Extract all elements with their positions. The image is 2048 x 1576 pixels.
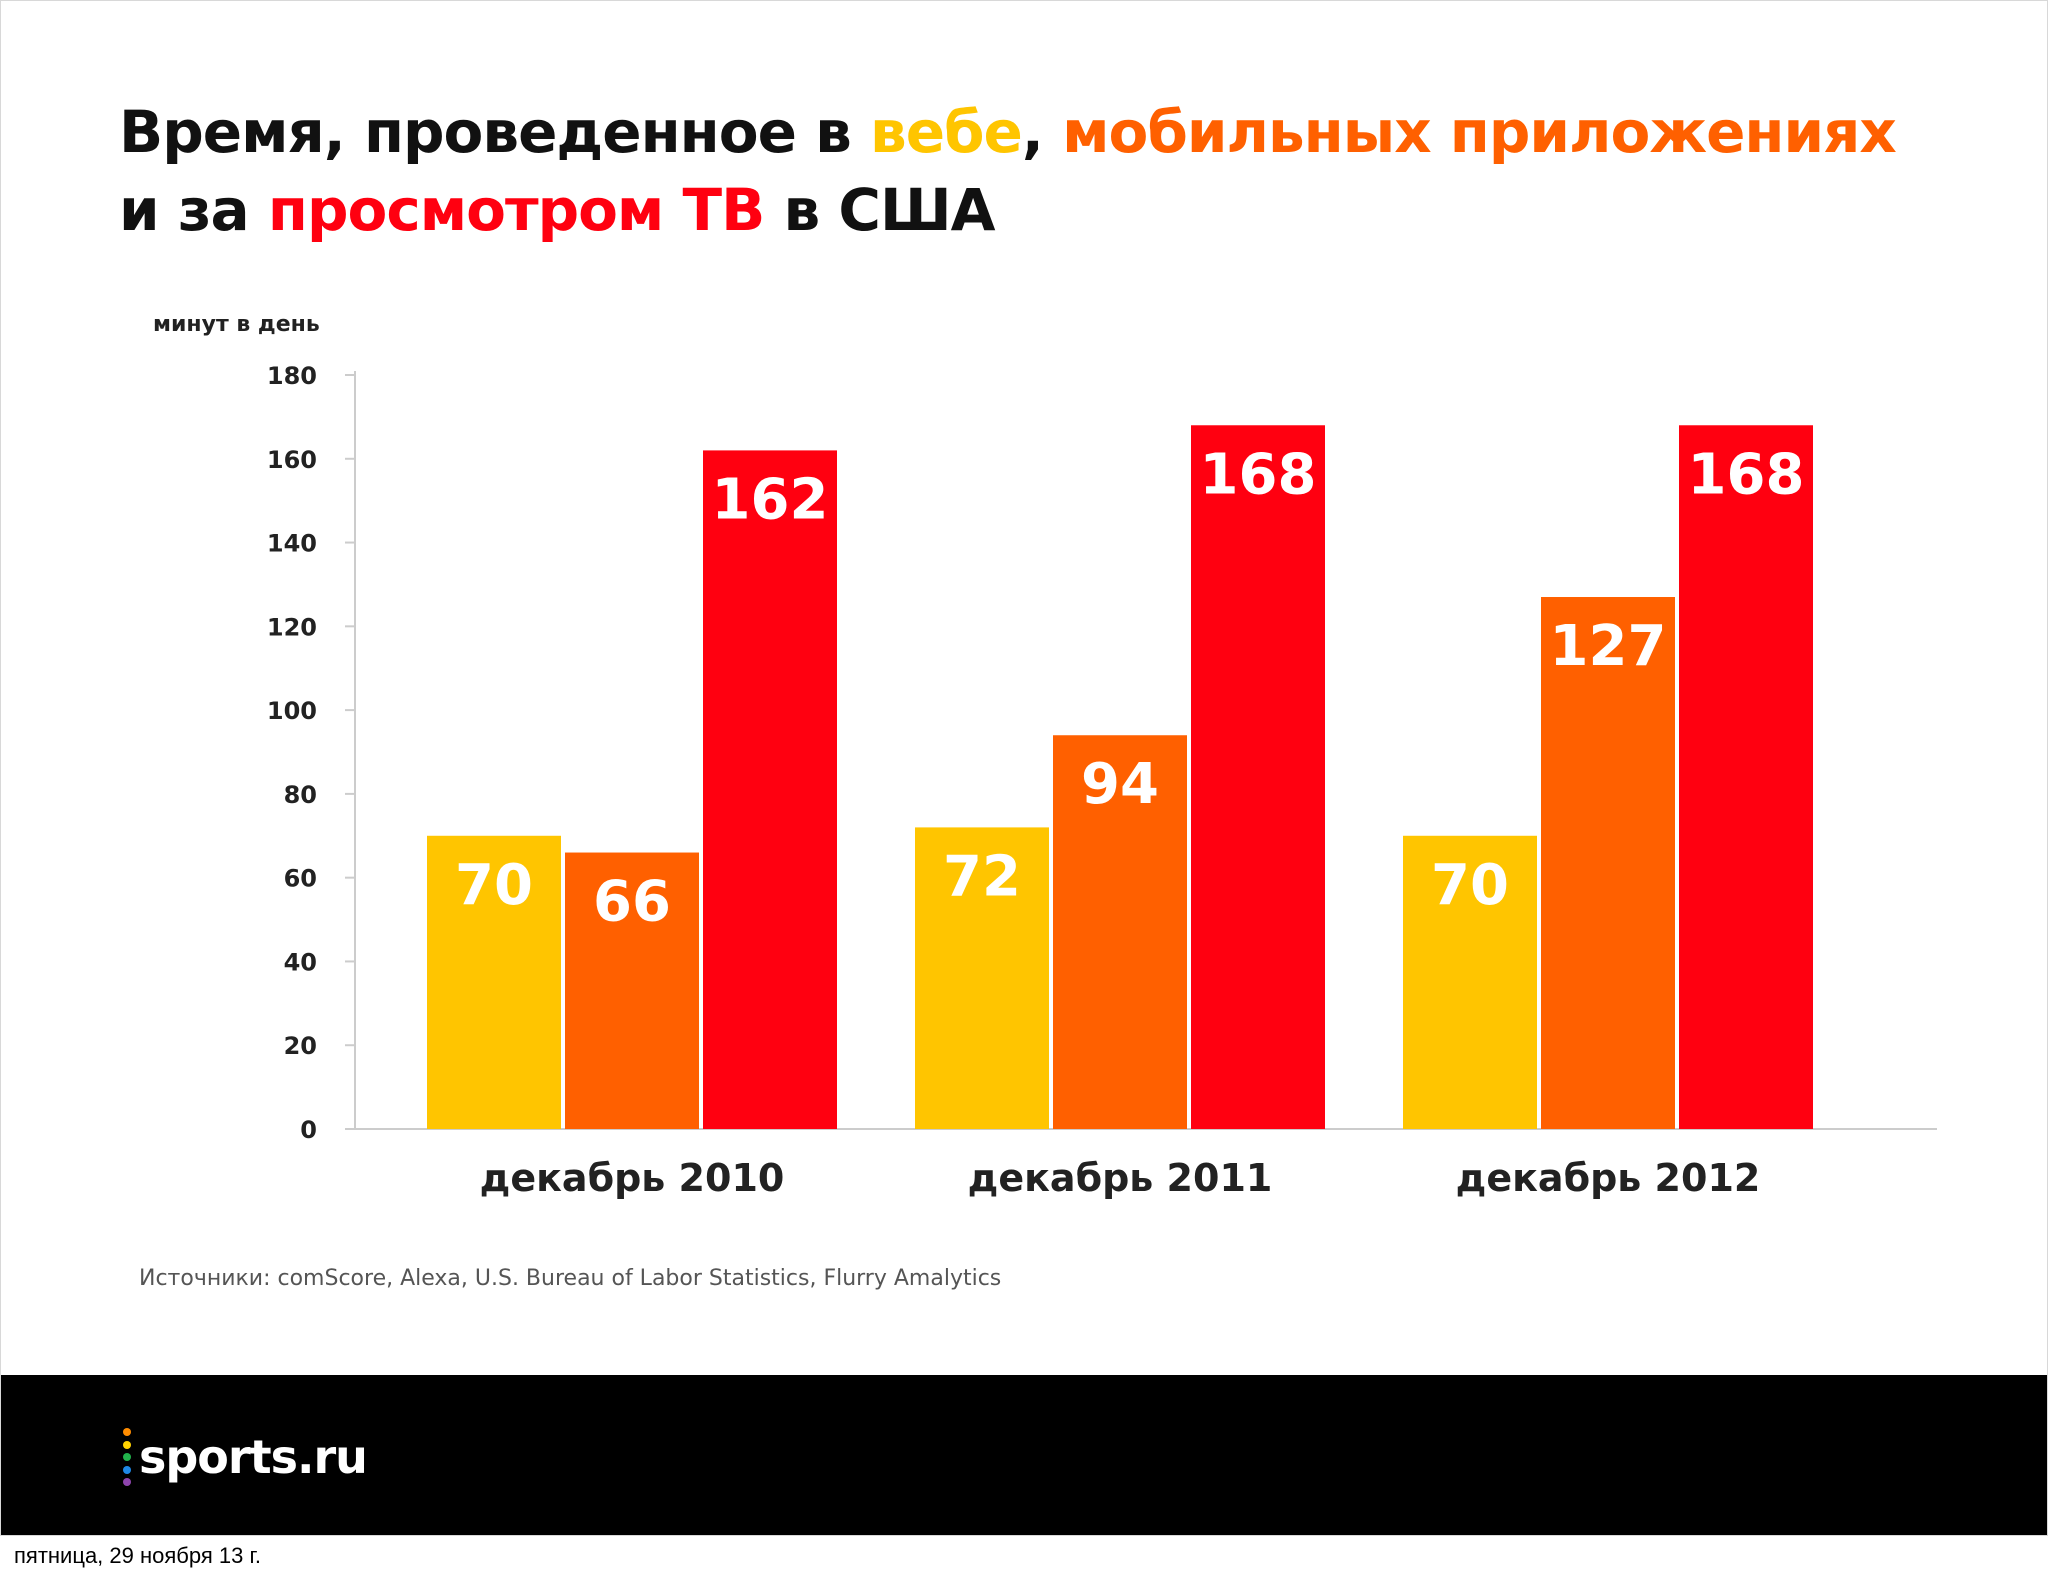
x-category-label: декабрь 2012 — [1456, 1156, 1761, 1200]
bar-mobile — [1541, 597, 1675, 1129]
bar-value-label: 162 — [712, 467, 829, 532]
bar-value-label: 70 — [455, 853, 533, 918]
chart-title: Время, проведенное в вебе, мобильных при… — [119, 93, 1979, 249]
logo-dot — [123, 1465, 131, 1474]
title-line-1: Время, проведенное в вебе, мобильных при… — [119, 93, 1979, 171]
y-axis-label: минут в день — [153, 312, 320, 337]
source-note: Источники: comScore, Alexa, U.S. Bureau … — [139, 1266, 1001, 1291]
bar-value-label: 127 — [1550, 614, 1667, 679]
y-tick-label: 20 — [284, 1032, 317, 1060]
y-tick-label: 120 — [267, 613, 317, 641]
title-part-2: , — [1021, 98, 1063, 166]
y-tick-label: 160 — [267, 446, 317, 474]
sports-ru-logo: sports.ru — [123, 1427, 368, 1487]
x-category-label: декабрь 2010 — [480, 1156, 785, 1200]
logo-dot — [123, 1428, 131, 1436]
bar-value-label: 66 — [593, 870, 671, 935]
title-line-2: и за просмотром ТВ в США — [119, 171, 1979, 249]
title-part-1: Время, проведенное в — [119, 98, 871, 166]
logo-dots — [123, 1428, 131, 1486]
y-tick-label: 180 — [267, 362, 317, 390]
logo-text: sports.ru — [139, 1430, 368, 1484]
bar-value-label: 168 — [1200, 442, 1317, 507]
bar-tv — [703, 450, 837, 1129]
bar-tv — [1679, 425, 1813, 1129]
bar-value-label: 72 — [943, 844, 1021, 909]
title-web-highlight: вебе — [870, 98, 1023, 166]
logo-dot — [123, 1453, 131, 1461]
bar-mobile — [565, 852, 699, 1129]
y-tick-label: 0 — [300, 1116, 317, 1144]
bar-value-label: 168 — [1688, 442, 1805, 507]
bar-web — [915, 827, 1049, 1129]
logo-dot — [123, 1440, 131, 1449]
date-caption: пятница, 29 ноября 13 г. — [14, 1543, 261, 1568]
bar-mobile — [1053, 735, 1187, 1129]
bar-tv — [1191, 425, 1325, 1129]
y-tick-label: 100 — [267, 697, 317, 725]
bar-web — [427, 835, 561, 1129]
x-category-label: декабрь 2011 — [968, 1156, 1273, 1200]
bar-web — [1403, 835, 1537, 1129]
bar-value-label: 94 — [1081, 752, 1159, 817]
y-tick-label: 80 — [284, 781, 317, 809]
title-line2-prefix: и за — [119, 176, 268, 244]
y-tick-label: 40 — [284, 948, 317, 976]
logo-dot — [123, 1478, 131, 1486]
title-tv-highlight: просмотром ТВ — [267, 176, 765, 244]
y-tick-label: 60 — [284, 865, 317, 893]
bar-chart: минут в день 0 20 40 60 80 100 120 140 160 180 70 66… — [139, 312, 1937, 1291]
footer-bar — [1, 1375, 2047, 1535]
slide: Время, проведенное в вебе, мобильных при… — [0, 0, 2048, 1536]
title-line2-suffix: в США — [764, 176, 996, 244]
title-mobile-highlight: мобильных приложениях — [1062, 98, 1897, 166]
y-tick-label: 140 — [267, 530, 317, 558]
bar-value-label: 70 — [1431, 853, 1509, 918]
